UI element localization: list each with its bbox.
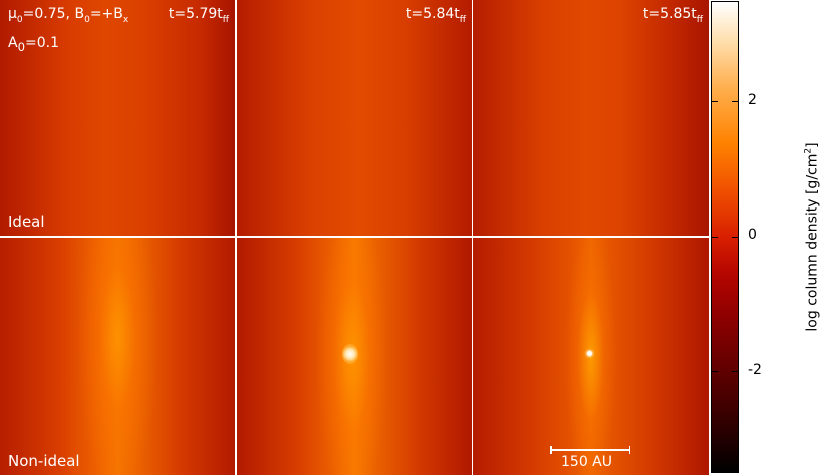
protostar-core bbox=[342, 344, 358, 364]
row-label-nonideal: Non-ideal bbox=[8, 452, 80, 470]
time-label: t=5.79tff bbox=[168, 6, 229, 25]
density-filament bbox=[473, 238, 709, 475]
parameter-label: μ0=0.75, B0=+Bx bbox=[8, 6, 129, 25]
colorbar-title: log column density [g/cm2] bbox=[803, 142, 821, 332]
time-label: t=5.84tff bbox=[405, 6, 466, 25]
panel-ideal-t584: t=5.84tff bbox=[237, 0, 472, 236]
colorbar bbox=[711, 1, 739, 473]
panel-ideal-t579: μ0=0.75, B0=+Bx t=5.79tff A0=0.1 Ideal bbox=[0, 0, 235, 236]
colorbar-tick-label: -2 bbox=[748, 362, 762, 378]
row-label-ideal: Ideal bbox=[8, 213, 45, 231]
time-label: t=5.85tff bbox=[642, 6, 703, 25]
panel-ideal-t585: t=5.85tff bbox=[473, 0, 709, 236]
protostar-core bbox=[587, 351, 592, 356]
panel-nonideal-t585: 150 AU bbox=[473, 238, 709, 475]
panel-nonideal-t584 bbox=[237, 238, 472, 475]
scale-bar bbox=[550, 446, 630, 454]
colorbar-tick-label: 0 bbox=[748, 227, 757, 243]
panel-nonideal-t579: Non-ideal bbox=[0, 238, 235, 475]
density-filament bbox=[0, 238, 235, 475]
figure-grid: μ0=0.75, B0=+Bx t=5.79tff A0=0.1 Ideal t… bbox=[0, 0, 709, 475]
colorbar-tick-label: 2 bbox=[748, 92, 757, 108]
ambipolar-label: A0=0.1 bbox=[8, 35, 59, 54]
scale-bar-label: 150 AU bbox=[561, 454, 612, 470]
